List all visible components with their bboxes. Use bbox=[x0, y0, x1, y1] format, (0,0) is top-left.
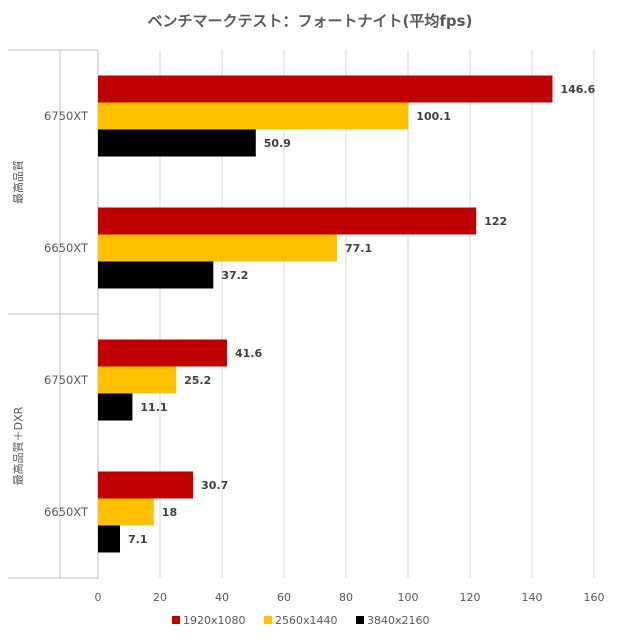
group-label: 最高品質＋DXR bbox=[11, 406, 25, 485]
data-labels: 146.6 100.1 50.9 122 77.1 37.2 41.6 25.2 11.1 30.… bbox=[128, 83, 596, 546]
chart-title: ベンチマークテスト：フォートナイト(平均fps) bbox=[148, 12, 473, 30]
legend: 1920x1080 2560x1440 3840x2160 bbox=[172, 614, 430, 627]
legend-label: 2560x1440 bbox=[275, 614, 338, 627]
data-label: 25.2 bbox=[184, 374, 211, 387]
data-label: 30.7 bbox=[201, 479, 228, 492]
bar bbox=[98, 102, 409, 130]
data-label: 77.1 bbox=[345, 242, 372, 255]
data-label: 7.1 bbox=[128, 533, 148, 546]
data-label: 37.2 bbox=[221, 269, 248, 282]
category-label: 6650XT bbox=[44, 241, 89, 255]
legend-label: 1920x1080 bbox=[183, 614, 246, 627]
category-label: 6650XT bbox=[44, 505, 89, 519]
axes bbox=[8, 49, 99, 579]
legend-swatch bbox=[172, 616, 180, 624]
data-label: 41.6 bbox=[235, 347, 262, 360]
x-tick-label: 160 bbox=[584, 591, 605, 604]
bar bbox=[98, 525, 121, 553]
x-tick-label: 40 bbox=[215, 591, 229, 604]
data-label: 50.9 bbox=[264, 137, 291, 150]
data-label: 146.6 bbox=[560, 83, 595, 96]
bar bbox=[98, 339, 227, 367]
bars bbox=[98, 75, 553, 553]
bar bbox=[98, 207, 477, 235]
bar bbox=[98, 498, 154, 526]
data-label: 18 bbox=[162, 506, 177, 519]
bar bbox=[98, 261, 214, 289]
bar bbox=[98, 129, 256, 157]
data-label: 11.1 bbox=[140, 401, 167, 414]
group-label: 最高品質 bbox=[11, 160, 25, 204]
bar bbox=[98, 471, 194, 499]
x-tick-label: 20 bbox=[153, 591, 167, 604]
x-tick-label: 0 bbox=[95, 591, 102, 604]
x-tick-label: 60 bbox=[277, 591, 291, 604]
bar bbox=[98, 234, 338, 262]
x-tick-labels: 0 20 40 60 80 100 120 140 160 bbox=[95, 591, 605, 604]
bar bbox=[98, 366, 177, 394]
data-label: 100.1 bbox=[416, 110, 451, 123]
legend-swatch bbox=[356, 616, 364, 624]
category-label: 6750XT bbox=[44, 373, 89, 387]
category-labels: 最高品質 6750XT 6650XT 最高品質＋DXR 6750XT 6650XT bbox=[11, 109, 89, 519]
bar bbox=[98, 393, 133, 421]
x-tick-label: 140 bbox=[522, 591, 543, 604]
data-label: 122 bbox=[484, 215, 507, 228]
bar bbox=[98, 75, 553, 103]
legend-swatch bbox=[264, 616, 272, 624]
category-label: 6750XT bbox=[44, 109, 89, 123]
x-tick-label: 120 bbox=[460, 591, 481, 604]
x-tick-label: 80 bbox=[339, 591, 353, 604]
x-tick-label: 100 bbox=[398, 591, 419, 604]
legend-label: 3840x2160 bbox=[367, 614, 430, 627]
